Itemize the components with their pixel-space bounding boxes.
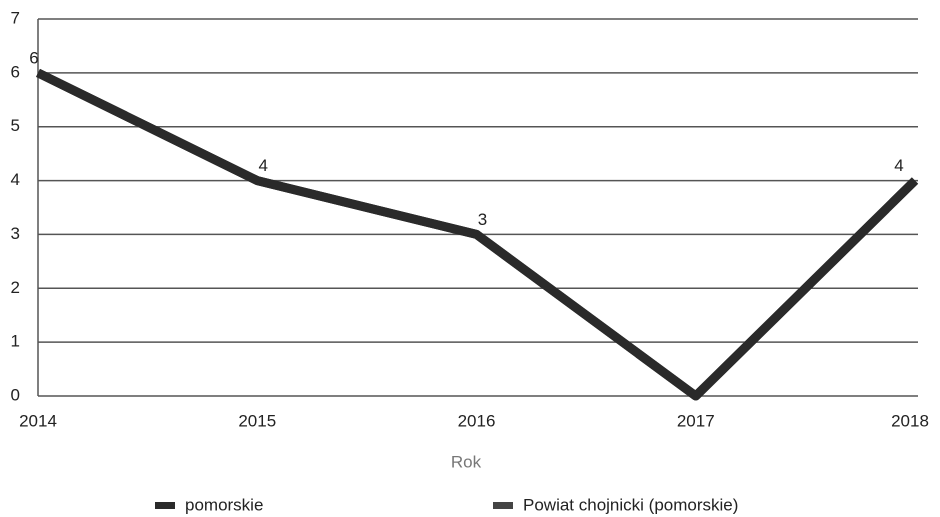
legend-label: Powiat chojnicki (pomorskie) [523, 495, 738, 514]
x-axis-label: Rok [451, 452, 482, 471]
x-tick-label: 2014 [19, 411, 57, 430]
legend-label: pomorskie [185, 495, 263, 514]
x-tick-label: 2016 [458, 411, 496, 430]
y-tick-label: 3 [11, 224, 20, 243]
data-label: 4 [259, 156, 268, 175]
x-tick-label: 2018 [891, 411, 929, 430]
y-tick-label: 4 [11, 170, 20, 189]
data-label: 3 [478, 210, 487, 229]
legend-swatch [493, 502, 513, 509]
y-tick-label: 2 [11, 278, 20, 297]
data-line [36, 68, 919, 401]
data-label: 4 [894, 156, 903, 175]
y-tick-label: 0 [11, 385, 20, 404]
y-tick-label: 6 [11, 62, 20, 81]
data-label: 6 [29, 48, 38, 67]
y-tick-label: 5 [11, 116, 20, 135]
x-tick-label: 2017 [677, 411, 715, 430]
x-tick-label: 2015 [238, 411, 276, 430]
y-tick-label: 1 [11, 332, 20, 351]
y-tick-label: 7 [11, 8, 20, 27]
legend-swatch [155, 502, 175, 509]
